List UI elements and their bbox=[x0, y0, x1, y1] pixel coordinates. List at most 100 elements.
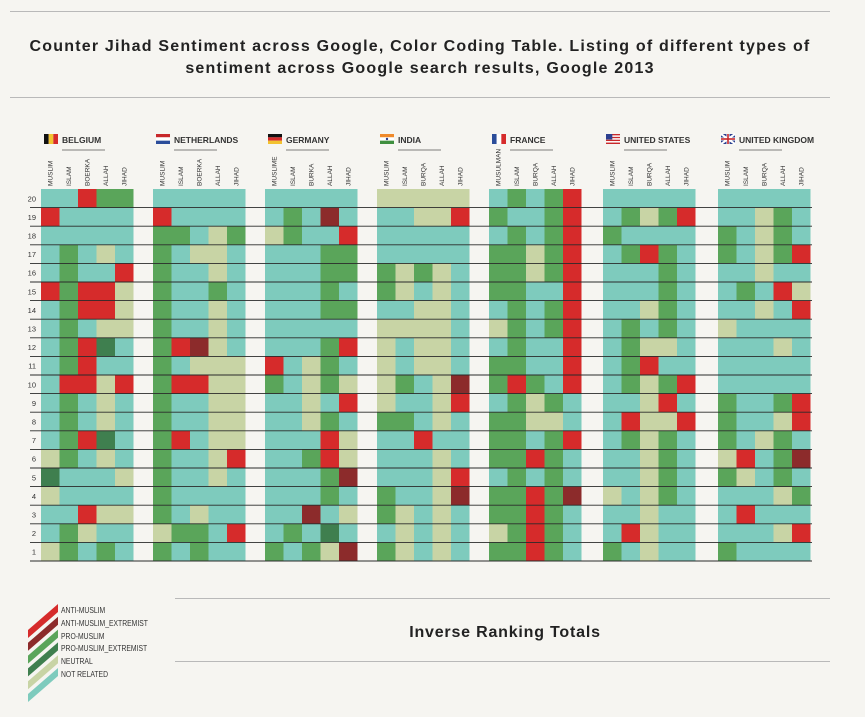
heatmap-cell bbox=[339, 523, 358, 543]
heatmap-cell bbox=[208, 449, 227, 468]
heatmap-cell bbox=[377, 449, 396, 468]
heatmap-cell bbox=[755, 319, 774, 338]
heatmap-cell bbox=[96, 207, 115, 227]
column-header: ISLAM bbox=[402, 166, 409, 186]
heatmap-cell bbox=[377, 356, 396, 375]
heatmap-cell bbox=[718, 542, 737, 561]
heatmap-cell bbox=[96, 523, 115, 543]
column-header: MUSLIM bbox=[724, 161, 731, 186]
heatmap-cell bbox=[96, 393, 115, 413]
heatmap-cell bbox=[395, 468, 414, 487]
heatmap-cell bbox=[544, 542, 563, 561]
row-number-label: 16 bbox=[28, 269, 36, 278]
heatmap-cell bbox=[544, 486, 563, 506]
heatmap-cell bbox=[302, 393, 321, 413]
heatmap-cell bbox=[190, 542, 209, 561]
heatmap-cell bbox=[736, 375, 755, 394]
column-header: MUSLIM bbox=[159, 161, 166, 186]
heatmap-cell bbox=[526, 393, 545, 413]
heatmap-cell bbox=[489, 244, 508, 264]
heatmap-cell bbox=[544, 505, 563, 524]
heatmap-cell bbox=[451, 319, 470, 338]
heatmap-cell bbox=[115, 337, 134, 357]
heatmap-cell bbox=[640, 523, 659, 543]
column-header: ALLAH bbox=[103, 165, 110, 186]
column-header: JIHAD bbox=[345, 167, 352, 186]
heatmap-cell bbox=[640, 226, 659, 245]
heatmap-cell bbox=[78, 449, 97, 468]
heatmap-cell bbox=[736, 356, 755, 375]
column-header: ALLAH bbox=[665, 165, 672, 186]
heatmap-cell bbox=[755, 226, 774, 245]
heatmap-cell bbox=[432, 263, 451, 282]
heatmap-cell bbox=[377, 263, 396, 282]
heatmap-cell bbox=[59, 375, 78, 394]
heatmap-chart: 20 19 18 17 16 15 14 13 12 11 10 9 8 7 6 5 4 3 2 1 BELGIUM MU… bbox=[28, 133, 814, 562]
heatmap-cell bbox=[190, 449, 209, 468]
heatmap-cell bbox=[339, 486, 358, 506]
row-number-label: 18 bbox=[28, 232, 36, 241]
heatmap-cell bbox=[544, 189, 563, 208]
heatmap-cell bbox=[227, 263, 246, 282]
heatmap-cell bbox=[41, 542, 60, 561]
heatmap-cell bbox=[755, 486, 774, 506]
country-group: INDIA MUSLIM ISLAM BURQA ALLAH JIHAD bbox=[377, 134, 470, 561]
heatmap-cell bbox=[640, 486, 659, 506]
heatmap-cell bbox=[677, 468, 696, 487]
heatmap-cell bbox=[339, 430, 358, 450]
heatmap-cell bbox=[621, 319, 640, 338]
heatmap-cell bbox=[302, 375, 321, 394]
heatmap-cell bbox=[59, 337, 78, 357]
heatmap-cell bbox=[621, 523, 640, 543]
heatmap-cell bbox=[640, 189, 659, 208]
heatmap-cell bbox=[507, 244, 526, 264]
heatmap-cell bbox=[115, 356, 134, 375]
row-number-label: 20 bbox=[28, 194, 36, 203]
heatmap-cell bbox=[395, 430, 414, 450]
heatmap-cell bbox=[414, 207, 433, 227]
heatmap-cell bbox=[563, 226, 582, 245]
flag-part bbox=[606, 135, 620, 137]
heatmap-cell bbox=[115, 430, 134, 450]
heatmap-cell bbox=[432, 207, 451, 227]
column-header: BURQA bbox=[761, 162, 768, 186]
heatmap-cell bbox=[414, 244, 433, 264]
heatmap-cell bbox=[640, 356, 659, 375]
legend-swatch bbox=[28, 629, 58, 664]
column-header: ISLAM bbox=[66, 166, 73, 186]
heatmap-cell bbox=[208, 263, 227, 282]
heatmap-cell bbox=[736, 505, 755, 524]
heatmap-cell bbox=[755, 207, 774, 227]
heatmap-cell bbox=[190, 430, 209, 450]
heatmap-cell bbox=[489, 337, 508, 357]
column-header: BURQA bbox=[646, 162, 653, 186]
heatmap-cell bbox=[227, 319, 246, 338]
row-number-label: 2 bbox=[32, 529, 36, 538]
heatmap-cell bbox=[115, 226, 134, 245]
heatmap-cell bbox=[563, 375, 582, 394]
heatmap-cell bbox=[208, 244, 227, 264]
heatmap-cell bbox=[621, 356, 640, 375]
heatmap-cell bbox=[603, 393, 622, 413]
heatmap-cell bbox=[677, 282, 696, 301]
heatmap-cell bbox=[377, 468, 396, 487]
heatmap-cell bbox=[414, 542, 433, 561]
column-header: BOERKA bbox=[196, 158, 203, 186]
heatmap-cell bbox=[395, 449, 414, 468]
heatmap-cell bbox=[265, 356, 284, 375]
heatmap-cell bbox=[489, 505, 508, 524]
heatmap-cell bbox=[96, 356, 115, 375]
france-flag bbox=[492, 134, 506, 144]
heatmap-cell bbox=[208, 375, 227, 394]
heatmap-cell bbox=[190, 263, 209, 282]
heatmap-cell bbox=[677, 300, 696, 320]
heatmap-cell bbox=[153, 226, 172, 245]
heatmap-cell bbox=[153, 393, 172, 413]
heatmap-cell bbox=[718, 244, 737, 264]
heatmap-cell bbox=[265, 207, 284, 227]
heatmap-cell bbox=[395, 189, 414, 208]
heatmap-cell bbox=[96, 244, 115, 264]
heatmap-cell bbox=[153, 207, 172, 227]
heatmap-cell bbox=[544, 449, 563, 468]
heatmap-cell bbox=[208, 319, 227, 338]
